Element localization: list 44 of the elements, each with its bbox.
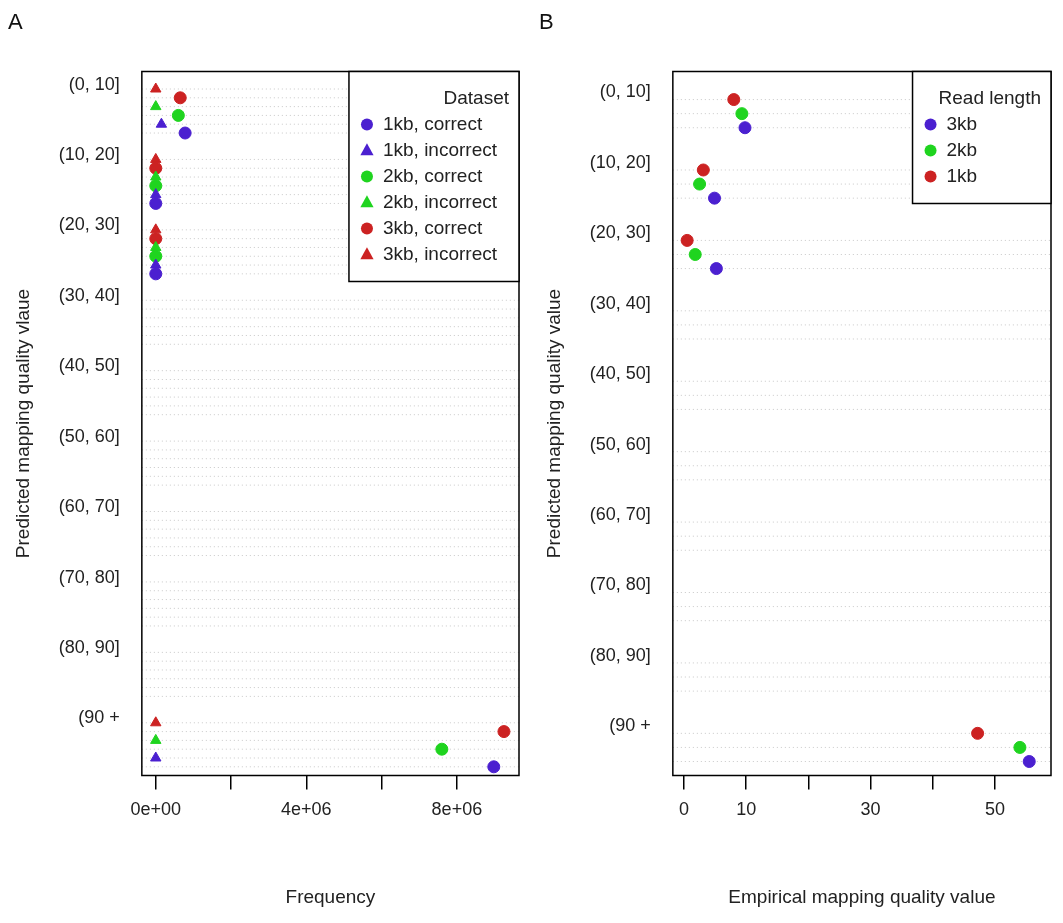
y-tick-label: (20, 30]	[58, 214, 120, 235]
y-tick-label: (0, 10]	[599, 81, 651, 102]
x-axis-title: Empirical mapping quality value	[728, 885, 996, 907]
y-tick-label: (50, 60]	[58, 425, 120, 446]
legend-label: 3kb	[946, 112, 978, 134]
legend-label: 1kb, correct	[382, 112, 483, 134]
y-tick-label: (70, 80]	[589, 574, 651, 595]
x-tick-label: 8e+06	[431, 799, 483, 820]
x-tick-label: 30	[860, 799, 881, 820]
legend-label: 2kb, incorrect	[382, 190, 498, 212]
y-tick-label: (0, 10]	[68, 73, 120, 94]
chart-title: A	[8, 9, 23, 35]
y-tick-label: (90 +	[609, 715, 651, 736]
x-axis-title: Frequency	[285, 885, 376, 907]
legend-title: Read length	[938, 86, 1041, 108]
y-tick-label: (80, 90]	[58, 636, 120, 657]
legend-label: 3kb, correct	[382, 216, 483, 238]
y-tick-label: (10, 20]	[589, 151, 651, 172]
x-tick-label: 0e+00	[130, 799, 182, 820]
y-tick-label: (30, 40]	[589, 292, 651, 313]
legend-label: 2kb	[946, 138, 978, 160]
legend-title: Dataset	[443, 86, 510, 108]
y-tick-label: (30, 40]	[58, 284, 120, 305]
y-axis-title: Predicted mapping quality vlaue	[11, 288, 33, 559]
legend-label: 1kb	[946, 164, 978, 186]
y-tick-label: (70, 80]	[58, 566, 120, 587]
y-tick-label: (60, 70]	[58, 496, 120, 517]
y-tick-label: (80, 90]	[589, 644, 651, 665]
x-tick-label: 10	[736, 799, 757, 820]
legend-label: 2kb, correct	[382, 164, 483, 186]
y-tick-label: (40, 50]	[58, 355, 120, 376]
x-tick-label: 4e+06	[281, 799, 332, 820]
chart-title: B	[539, 9, 554, 35]
x-tick-label: 0	[679, 799, 690, 820]
y-tick-label: (50, 60]	[589, 433, 651, 454]
y-axis-title: Predicted mapping quality value	[542, 288, 564, 559]
x-tick-label: 50	[985, 799, 1006, 820]
y-tick-label: (90 +	[78, 707, 120, 728]
y-tick-label: (40, 50]	[589, 363, 651, 384]
y-tick-label: (20, 30]	[589, 222, 651, 243]
y-tick-label: (10, 20]	[58, 143, 120, 164]
legend-label: 3kb, incorrect	[382, 242, 498, 264]
y-tick-label: (60, 70]	[589, 504, 651, 525]
legend-label: 1kb, incorrect	[382, 138, 498, 160]
